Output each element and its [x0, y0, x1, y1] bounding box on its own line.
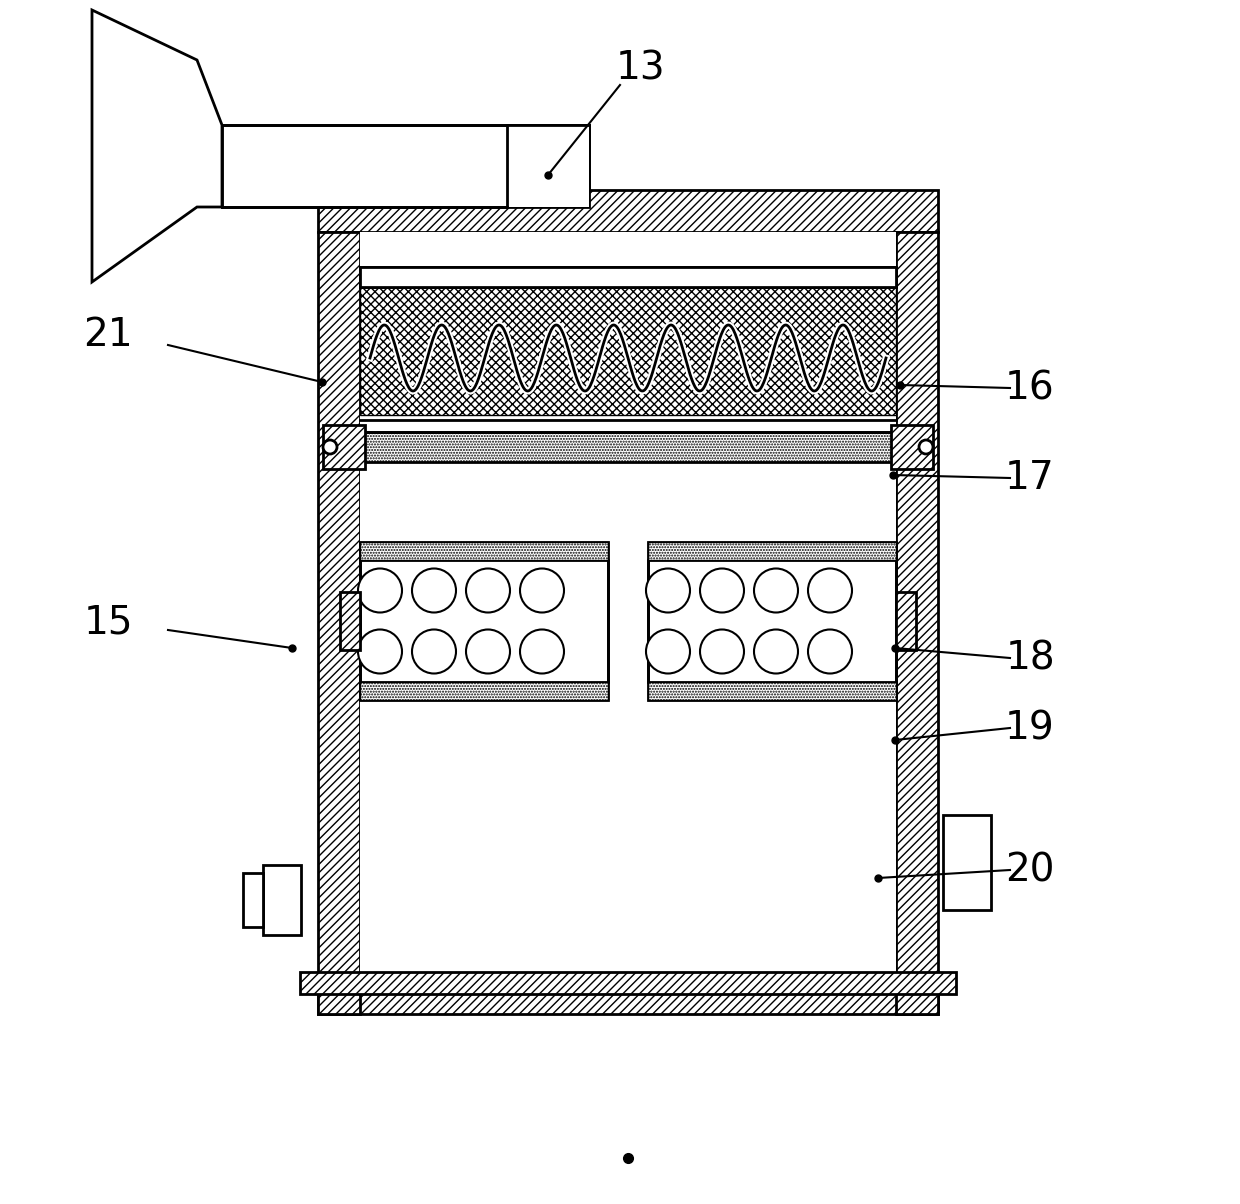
Bar — [649, 560, 897, 681]
Bar — [360, 267, 897, 287]
Circle shape — [754, 568, 799, 613]
Bar — [360, 542, 608, 560]
Text: 19: 19 — [1006, 709, 1055, 746]
Bar — [360, 542, 608, 700]
Circle shape — [808, 630, 852, 673]
Text: 20: 20 — [1006, 851, 1055, 889]
Circle shape — [358, 630, 402, 673]
Circle shape — [919, 439, 932, 454]
Bar — [649, 542, 897, 560]
Circle shape — [520, 630, 564, 673]
Bar — [360, 285, 897, 415]
Bar — [897, 592, 916, 650]
Circle shape — [808, 568, 852, 613]
Circle shape — [754, 630, 799, 673]
Bar — [507, 125, 589, 190]
Bar — [360, 432, 897, 462]
Bar — [507, 125, 589, 207]
Bar — [942, 815, 991, 910]
Circle shape — [646, 630, 689, 673]
Bar — [263, 864, 301, 936]
Text: 15: 15 — [83, 603, 133, 641]
Bar — [892, 425, 932, 470]
Circle shape — [520, 568, 564, 613]
Text: 17: 17 — [1006, 459, 1055, 497]
Text: 16: 16 — [1006, 368, 1055, 407]
Bar — [360, 681, 608, 700]
Bar — [360, 560, 608, 681]
Circle shape — [412, 568, 456, 613]
Circle shape — [466, 568, 510, 613]
Bar — [322, 425, 365, 470]
Bar — [360, 232, 897, 972]
Bar — [649, 542, 897, 700]
Circle shape — [358, 568, 402, 613]
Text: 21: 21 — [83, 315, 133, 354]
Bar — [897, 232, 937, 1014]
Circle shape — [701, 568, 744, 613]
Circle shape — [701, 630, 744, 673]
Bar — [360, 418, 897, 432]
Circle shape — [412, 630, 456, 673]
Circle shape — [322, 439, 337, 454]
Bar — [317, 972, 937, 1014]
Bar — [360, 267, 897, 287]
Bar — [300, 972, 956, 995]
Circle shape — [466, 630, 510, 673]
Bar — [340, 592, 360, 650]
Text: 13: 13 — [615, 49, 665, 87]
Bar — [649, 681, 897, 700]
Bar — [317, 232, 360, 1014]
Bar — [317, 190, 937, 232]
Polygon shape — [92, 10, 222, 282]
Bar — [243, 873, 263, 927]
Circle shape — [646, 568, 689, 613]
Bar — [222, 125, 589, 207]
Text: 18: 18 — [1006, 639, 1055, 677]
